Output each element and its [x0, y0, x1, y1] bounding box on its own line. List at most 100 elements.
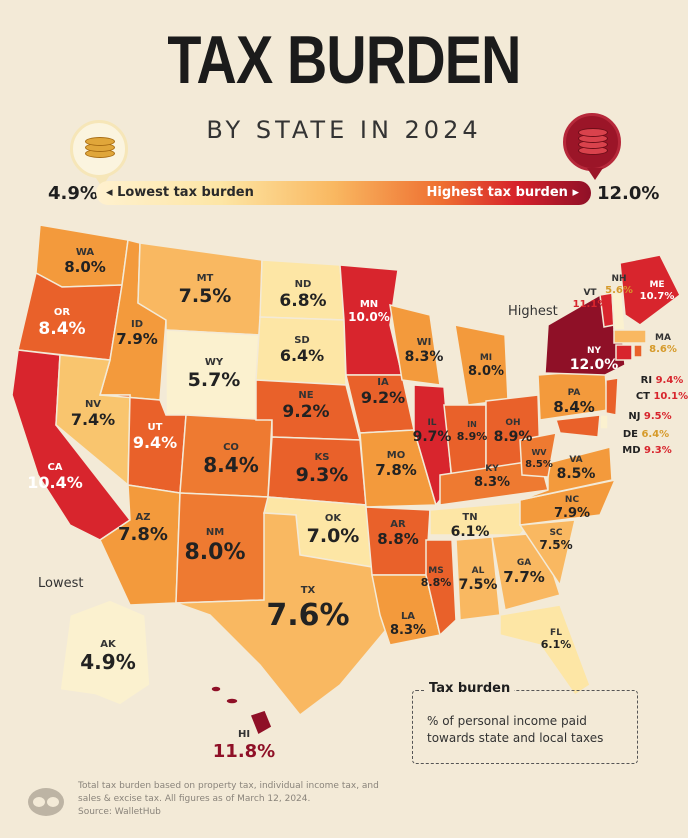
state-abbr: NY: [587, 346, 602, 356]
state-shape-ri: [633, 344, 643, 358]
state-value: 7.9%: [116, 330, 158, 348]
state-label-ak: AK4.9%: [80, 639, 135, 674]
state-value: 9.2%: [361, 388, 405, 407]
state-value: 10.4%: [27, 473, 83, 492]
info-box: Tax burden % of personal income paid tow…: [412, 681, 638, 764]
state-label-fl: FL6.1%: [541, 628, 572, 651]
state-abbr: TN: [462, 512, 477, 523]
state-value: 7.7%: [503, 568, 545, 586]
state-label-co: CO8.4%: [203, 442, 258, 477]
legend-low-label: ◂ Lowest tax burden: [106, 185, 254, 200]
info-box-text: % of personal income paid towards state …: [427, 714, 604, 745]
state-value: 8.9%: [457, 430, 488, 443]
state-value: 7.4%: [71, 410, 115, 429]
state-value: 8.0%: [64, 258, 106, 276]
state-label-va: VA8.5%: [557, 455, 596, 482]
state-abbr: NM: [206, 527, 224, 538]
state-label-nh: NH5.6%: [605, 274, 633, 296]
state-value: 7.8%: [375, 461, 417, 479]
state-value: 9.3%: [644, 445, 672, 456]
state-value: 8.8%: [377, 530, 419, 548]
state-abbr: SC: [549, 528, 562, 538]
state-value: 4.9%: [80, 650, 135, 674]
source-text: Source: WalletHub: [78, 807, 161, 817]
state-value: 9.4%: [133, 433, 177, 452]
state-value: 10.7%: [640, 291, 675, 302]
state-value: 6.1%: [451, 524, 490, 540]
state-abbr: AL: [472, 566, 485, 576]
legend-min-value: 4.9%: [48, 183, 98, 204]
state-abbr: WA: [76, 247, 95, 258]
state-label-ga: GA7.7%: [503, 558, 545, 586]
state-shape-ct: [615, 344, 633, 361]
state-shape-wv: [519, 432, 557, 478]
state-value: 8.8%: [421, 576, 452, 589]
state-label-ri: RI 9.4%: [641, 375, 684, 386]
state-value: 7.9%: [554, 506, 590, 521]
state-value: 9.3%: [296, 464, 349, 486]
state-label-wy: WY5.7%: [188, 357, 241, 391]
state-abbr: CT 10.1%: [636, 391, 688, 402]
state-abbr: NV: [85, 399, 101, 410]
state-shape-hi: [249, 709, 273, 737]
state-label-nj: NJ 9.5%: [628, 411, 671, 422]
state-abbr: NE: [298, 390, 313, 401]
state-abbr: MO: [387, 450, 405, 461]
lowest-callout: Lowest: [38, 576, 84, 591]
state-value: 8.3%: [390, 623, 426, 638]
state-abbr: MN: [360, 299, 378, 310]
state-abbr: IL: [427, 418, 436, 428]
state-value: 8.4%: [203, 453, 258, 477]
legend-high-label: Highest tax burden ▸: [426, 185, 579, 200]
us-map: WA8.0%OR8.4%CA10.4%ID7.9%NV7.4%MT7.5%WY5…: [11, 224, 688, 762]
state-label-tn: TN6.1%: [451, 512, 490, 540]
state-value: 9.5%: [644, 411, 672, 422]
state-value: 8.5%: [557, 466, 596, 482]
state-value: 5.7%: [188, 369, 241, 391]
state-label-md: MD 9.3%: [622, 445, 671, 456]
state-abbr: IN: [467, 420, 477, 429]
state-value: 8.0%: [468, 364, 504, 379]
legend-gradient-bar: ◂ Lowest tax burden Highest tax burden ▸: [96, 181, 591, 205]
state-label-mt: MT7.5%: [179, 273, 232, 307]
state-abbr: ND: [295, 279, 312, 290]
state-value: 6.4%: [641, 429, 669, 440]
state-abbr: MA: [655, 333, 671, 343]
state-abbr: WV: [531, 448, 547, 457]
state-value: 12.0%: [570, 357, 619, 373]
state-label-il: IL9.7%: [413, 418, 452, 445]
state-value: 6.4%: [280, 346, 324, 365]
state-label-ok: OK7.0%: [307, 513, 360, 547]
state-shape-ms: [425, 539, 457, 637]
state-label-mi: MI8.0%: [468, 353, 504, 379]
state-abbr: OH: [505, 418, 520, 428]
state-abbr: UT: [148, 422, 163, 433]
state-abbr: MS: [428, 566, 443, 576]
page-title: TAX BURDEN: [167, 22, 521, 98]
state-label-tx: TX 7.6%: [266, 585, 349, 633]
state-abbr: HI: [238, 729, 250, 740]
state-value: 8.5%: [525, 459, 553, 470]
state-shape-nj: [605, 377, 619, 416]
state-abbr: CA: [47, 462, 62, 473]
state-label-nm: NM 8.0%: [184, 527, 245, 565]
state-label-az: AZ7.8%: [118, 512, 168, 545]
state-value: 7.6%: [266, 598, 349, 633]
state-value: 8.6%: [649, 344, 677, 355]
state-abbr: LA: [401, 611, 415, 622]
state-value: 9.7%: [413, 429, 452, 445]
state-abbr: ID: [131, 319, 143, 330]
state-label-or: OR8.4%: [38, 307, 85, 339]
state-abbr: WY: [205, 357, 224, 368]
state-label-wi: WI8.3%: [405, 337, 444, 365]
state-abbr: VA: [569, 455, 582, 465]
state-abbr: AK: [100, 639, 117, 650]
state-label-pa: PA8.4%: [553, 388, 595, 416]
state-abbr: RI 9.4%: [641, 375, 684, 386]
footnote: Total tax burden based on property tax, …: [78, 781, 379, 817]
state-label-nd: ND6.8%: [279, 279, 326, 311]
